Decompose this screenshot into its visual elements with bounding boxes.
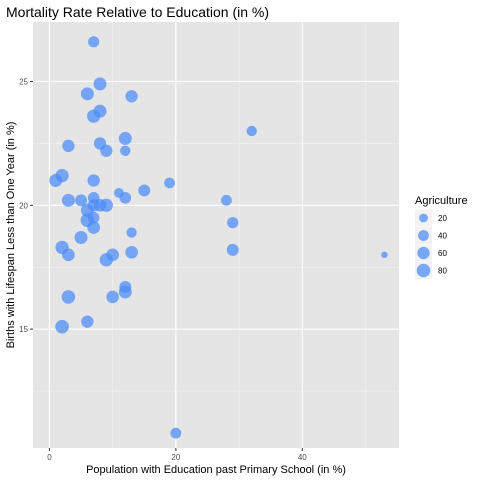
data-point: [99, 198, 113, 212]
data-point: [62, 248, 75, 262]
data-point: [126, 227, 137, 238]
x-tick-label: 20: [171, 453, 180, 462]
legend: Agriculture 20 40 60 80: [415, 195, 468, 279]
data-point: [120, 145, 131, 156]
data-point: [87, 174, 100, 187]
data-point: [118, 131, 132, 145]
data-point: [118, 285, 132, 299]
data-point: [93, 77, 107, 91]
y-axis-title: Births with Lifespan Less than One Year …: [5, 122, 17, 349]
data-point: [87, 221, 101, 234]
data-point: [80, 87, 94, 101]
data-point: [81, 315, 94, 328]
plot-panel: [33, 22, 399, 448]
data-point: [106, 290, 119, 304]
y-tick-label: 20: [19, 201, 28, 210]
legend-key-point: [417, 246, 430, 260]
legend-label: 40: [438, 232, 447, 241]
y-tick-label: 25: [19, 77, 28, 86]
data-point: [164, 177, 175, 189]
data-point: [99, 253, 113, 267]
data-point: [100, 144, 113, 157]
data-point: [75, 194, 88, 207]
x-tick-label: 0: [47, 453, 52, 462]
data-point: [74, 230, 88, 244]
legend-label: 20: [438, 214, 447, 223]
data-point: [125, 90, 138, 103]
legend-label: 80: [438, 267, 447, 276]
chart-title: Mortality Rate Relative to Education (in…: [6, 4, 269, 20]
data-point: [226, 243, 239, 256]
x-tick-label: 40: [298, 453, 307, 462]
data-point: [88, 36, 100, 48]
y-tick-label: 15: [19, 325, 28, 334]
legend-title: Agriculture: [415, 195, 468, 207]
legend-key-point: [419, 213, 428, 223]
data-point: [246, 125, 257, 137]
data-points: [49, 36, 388, 439]
x-axis-title: Population with Education past Primary S…: [86, 464, 346, 476]
data-point: [49, 174, 63, 188]
data-point: [62, 139, 75, 152]
data-point: [227, 217, 239, 229]
data-point: [61, 193, 75, 207]
legend-keys: 20 40 60 80: [415, 209, 447, 279]
data-point: [125, 246, 138, 259]
data-point: [61, 290, 76, 304]
data-point: [119, 192, 132, 204]
data-point: [138, 184, 151, 197]
y-axis-ticks: 15 20 25: [19, 77, 33, 334]
legend-key-point: [418, 230, 429, 241]
data-point: [87, 109, 101, 123]
x-axis-ticks: 0 20 40: [47, 448, 307, 462]
data-point: [381, 251, 388, 259]
legend-key-point: [416, 263, 431, 278]
data-point: [170, 427, 182, 439]
data-point: [55, 319, 69, 334]
legend-label: 60: [438, 249, 447, 258]
data-point: [221, 194, 232, 206]
